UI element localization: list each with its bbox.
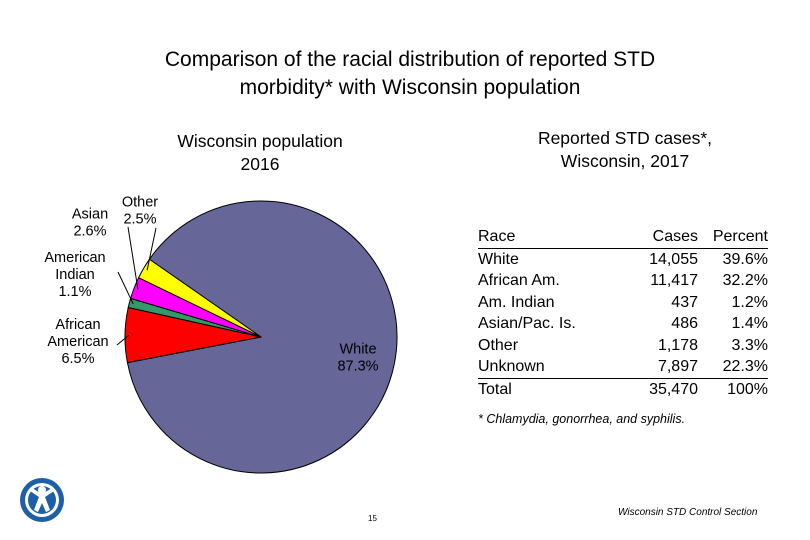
table-header-row: Race Cases Percent <box>478 226 768 249</box>
std-table-subtitle: Reported STD cases*, Wisconsin, 2017 <box>495 127 755 173</box>
pie-leader-line <box>127 226 139 290</box>
column-header-cases: Cases <box>618 226 698 249</box>
pie-label-value: 2.6% <box>73 224 106 240</box>
pie-slice-white <box>126 200 398 474</box>
column-header-percent: Percent <box>698 226 768 249</box>
table-row: Other 1,178 3.3% <box>478 335 768 357</box>
subtitle-line-1: Reported STD cases*, <box>537 128 713 148</box>
pie-label-name: American <box>44 250 105 266</box>
subtitle-line-2: Wisconsin, 2017 <box>560 151 690 171</box>
race-cell: Am. Indian <box>478 293 555 311</box>
race-cell: Asian/Pac. Is. <box>478 315 576 332</box>
table-total-row: Total 35,470 100% <box>478 378 768 400</box>
cases-cell: 437 <box>671 293 698 311</box>
pie-label-name: Asian <box>72 207 108 223</box>
pie-label-name: White <box>339 342 376 358</box>
footnote: * Chlamydia, gonorrhea, and syphilis. <box>478 412 686 426</box>
footer-text: Wisconsin STD Control Section <box>618 507 758 518</box>
health-department-logo-icon <box>20 478 64 522</box>
percent-cell: 1.2% <box>731 293 768 311</box>
pie-leader-line <box>117 271 134 305</box>
page-title: Comparison of the racial distribution of… <box>60 46 760 102</box>
cases-cell: 1,178 <box>657 336 698 354</box>
race-cell: White <box>478 250 519 268</box>
percent-cell: 3.3% <box>731 336 768 354</box>
percent-cell: 22.3% <box>698 356 768 379</box>
race-cell: African Am. <box>478 272 560 289</box>
subtitle-line-2: 2016 <box>240 154 280 174</box>
subtitle-line-1: Wisconsin population <box>177 131 343 151</box>
percent-cell: 32.2% <box>722 272 768 289</box>
std-cases-table: Race Cases Percent White 14,055 39.6% Af… <box>478 226 768 400</box>
table-row: Am. Indian 437 1.2% <box>478 292 768 314</box>
total-percent-cell: 100% <box>727 380 768 398</box>
pie-label-value: 1.1% <box>58 284 91 300</box>
column-header-race: Race <box>478 226 618 249</box>
pie-label-value: 87.3% <box>337 359 378 375</box>
table-row: Unknown 7,897 22.3% <box>478 356 768 379</box>
cases-cell: 14,055 <box>649 250 698 268</box>
pie-label-name: Indian <box>55 267 95 283</box>
cases-cell: 486 <box>671 315 698 332</box>
title-line-2: morbidity* with Wisconsin population <box>239 76 581 99</box>
title-line-1: Comparison of the racial distribution of… <box>164 48 656 71</box>
pie-label-name: Other <box>122 195 158 211</box>
table-row: African Am. 11,417 32.2% <box>478 270 768 292</box>
pie-leader-line <box>146 227 157 271</box>
total-label-cell: Total <box>478 380 512 398</box>
pie-label-value: 6.5% <box>61 351 94 367</box>
pie-label-name: African <box>55 317 100 333</box>
population-chart-subtitle: Wisconsin population 2016 <box>140 130 380 176</box>
percent-cell: 1.4% <box>731 315 768 332</box>
cases-cell: 11,417 <box>650 272 698 289</box>
cases-cell: 7,897 <box>618 356 698 379</box>
pie-label-value: 2.5% <box>123 212 156 228</box>
total-cases-cell: 35,470 <box>649 380 698 398</box>
pie-label-name: American <box>47 334 108 350</box>
table-row: Asian/Pac. Is. 486 1.4% <box>478 313 768 335</box>
race-cell: Other <box>478 336 519 354</box>
percent-cell: 39.6% <box>722 250 768 268</box>
race-cell: Unknown <box>478 356 618 379</box>
pie-leader-line <box>116 334 130 346</box>
page-number: 15 <box>368 514 377 523</box>
table-row: White 14,055 39.6% <box>478 248 768 270</box>
